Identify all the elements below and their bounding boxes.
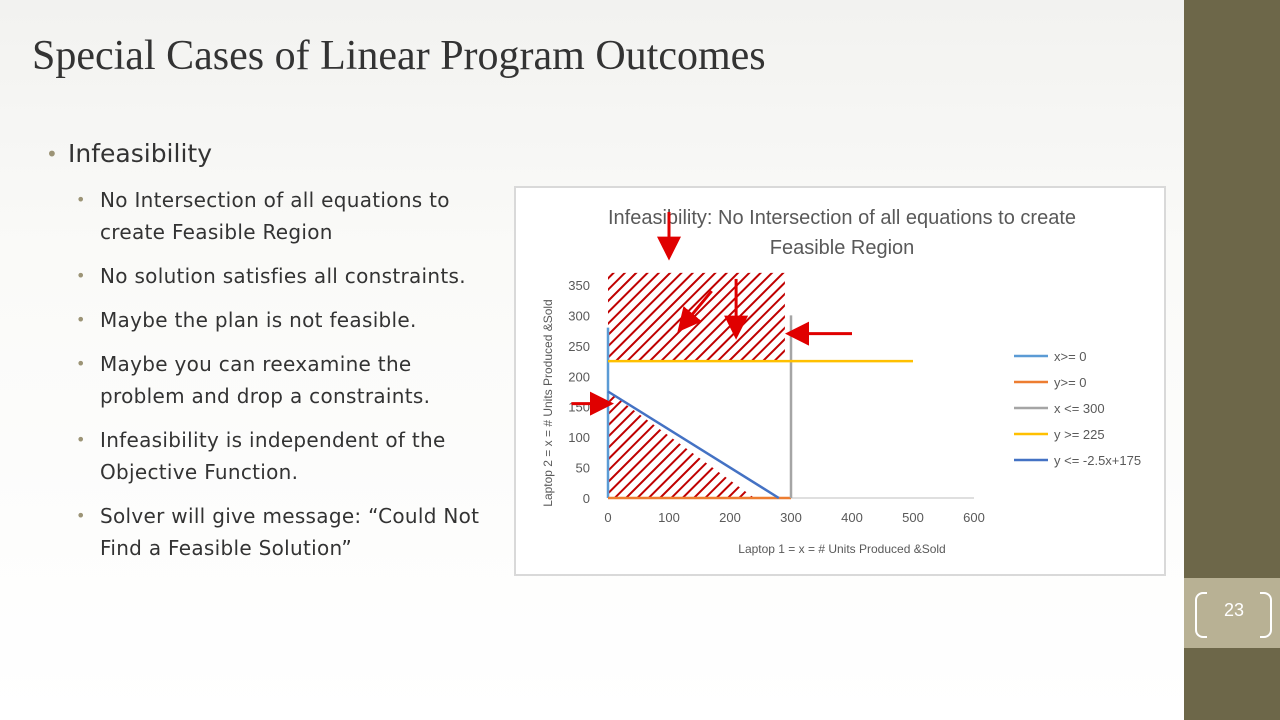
x-tick-label: 400 <box>841 510 863 525</box>
sub-bullet: No solution satisfies all constraints. <box>76 260 486 292</box>
x-tick-label: 500 <box>902 510 924 525</box>
x-tick-label: 0 <box>604 510 611 525</box>
page-number: 23 <box>1223 600 1245 620</box>
sub-bullet-list: No Intersection of all equations to crea… <box>46 184 486 564</box>
infeasibility-chart: Infeasibility: No Intersection of all eq… <box>541 207 1141 556</box>
page-bracket-left <box>1195 592 1207 638</box>
y-tick-label: 350 <box>568 278 590 293</box>
y-tick-label: 250 <box>568 339 590 354</box>
sub-bullet: Maybe you can reexamine the problem and … <box>76 348 486 412</box>
sub-bullet: Solver will give message: “Could Not Fin… <box>76 500 486 564</box>
chart-title-line-2: Feasible Region <box>770 237 915 259</box>
y-tick-label: 300 <box>568 308 590 323</box>
x-tick-label: 100 <box>658 510 680 525</box>
y-tick-label: 50 <box>576 461 590 476</box>
legend-label-3: y >= 225 <box>1054 427 1105 442</box>
legend-label-2: x <= 300 <box>1054 401 1105 416</box>
x-tick-label: 200 <box>719 510 741 525</box>
y-tick-label: 0 <box>583 491 590 506</box>
x-tick-label: 600 <box>963 510 985 525</box>
legend-label-4: y <= -2.5x+175 <box>1054 453 1141 468</box>
chart-title-line-1: Infeasibility: No Intersection of all eq… <box>608 207 1076 229</box>
chart-frame: Infeasibility: No Intersection of all eq… <box>514 186 1166 576</box>
sub-bullet: Maybe the plan is not feasible. <box>76 304 486 336</box>
sub-bullet: Infeasibility is independent of the Obje… <box>76 424 486 488</box>
slide-title: Special Cases of Linear Program Outcomes <box>32 33 766 79</box>
series-line-4 <box>607 390 780 500</box>
y-tick-label: 200 <box>568 369 590 384</box>
legend-label-0: x>= 0 <box>1054 349 1087 364</box>
y-tick-label: 150 <box>568 400 590 415</box>
y-axis-label: Laptop 2 = x = # Units Produced &Sold <box>541 299 555 506</box>
sub-bullet: No Intersection of all equations to crea… <box>76 184 486 248</box>
legend-label-1: y>= 0 <box>1054 375 1087 390</box>
plot-layer: 0 100 200 300 400 500 600 0 50 100 150 200 250 300 350… <box>568 211 1141 525</box>
y-tick-label: 100 <box>568 430 590 445</box>
x-tick-label: 300 <box>780 510 802 525</box>
hatched-region-1 <box>608 391 755 498</box>
hatched-region-0 <box>608 272 785 362</box>
main-bullet: Infeasibility <box>46 134 486 174</box>
x-axis-label: Laptop 1 = x = # Units Produced &Sold <box>738 542 945 556</box>
page-bracket-right <box>1260 592 1272 638</box>
bullet-list: Infeasibility No Intersection of all equ… <box>46 134 486 576</box>
red-arrow-2 <box>677 290 713 333</box>
